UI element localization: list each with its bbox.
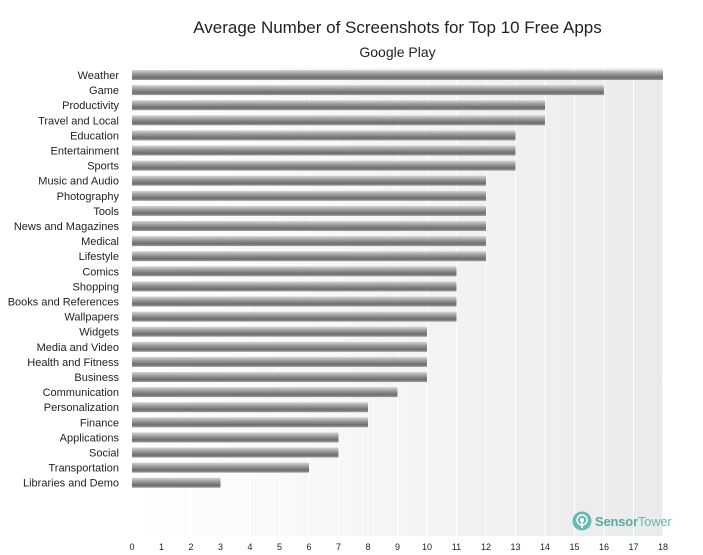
bar (132, 100, 545, 111)
bar (132, 281, 457, 292)
bar (132, 432, 339, 443)
x-tick-label: 12 (481, 542, 491, 552)
bar (132, 387, 398, 398)
x-tick-label: 15 (569, 542, 579, 552)
bar (132, 326, 427, 337)
bars (132, 70, 663, 488)
brand-logo: SensorTower (572, 511, 672, 531)
bar (132, 447, 339, 458)
x-tick-label: 3 (218, 542, 223, 552)
category-label: Media and Video (37, 342, 119, 354)
bar (132, 462, 309, 473)
bar (132, 160, 516, 171)
category-label: Applications (60, 432, 120, 444)
bar (132, 417, 368, 428)
category-label: Finance (80, 417, 119, 429)
chart-subtitle: Google Play (359, 44, 436, 60)
bar (132, 175, 486, 186)
x-tick-label: 4 (247, 542, 252, 552)
bar (132, 205, 486, 216)
x-tick-label: 7 (336, 542, 341, 552)
category-label: Transportation (48, 463, 119, 475)
bar (132, 372, 427, 382)
x-tick-label: 16 (599, 542, 609, 552)
x-tick-label: 13 (510, 542, 520, 552)
x-tick-label: 10 (422, 542, 432, 552)
category-label: Shopping (73, 281, 120, 293)
bar (132, 221, 486, 231)
x-tick-label: 17 (628, 542, 638, 552)
x-tick-label: 2 (188, 542, 193, 552)
x-tick-label: 6 (306, 542, 311, 552)
category-label: Communication (43, 387, 119, 399)
category-label: Comics (82, 266, 119, 278)
category-label: Health and Fitness (27, 357, 119, 369)
category-label: Social (89, 448, 119, 460)
bar (132, 341, 427, 352)
bar (132, 266, 457, 277)
category-label: Lifestyle (79, 251, 119, 263)
bar (132, 190, 486, 201)
bar (132, 236, 486, 247)
category-label: Game (89, 85, 119, 97)
bar (132, 356, 427, 367)
category-label: Books and References (8, 297, 120, 309)
x-tick-label: 11 (452, 542, 461, 552)
chart-title: Average Number of Screenshots for Top 10… (193, 18, 602, 37)
x-tick-label: 8 (365, 542, 370, 552)
bar (132, 145, 516, 156)
category-label: Widgets (79, 327, 119, 339)
bar (132, 311, 457, 322)
bar (132, 251, 486, 262)
category-label: Wallpapers (64, 312, 119, 324)
x-tick-label: 14 (540, 542, 550, 552)
bar (132, 296, 457, 307)
category-label: News and Magazines (14, 221, 120, 233)
category-label: Productivity (62, 100, 119, 112)
bar (132, 115, 545, 126)
category-label: Libraries and Demo (23, 478, 119, 490)
category-label: Entertainment (51, 146, 119, 158)
category-label: Weather (78, 70, 120, 82)
category-labels: Weather Game Productivity Travel and Local E… (8, 70, 120, 490)
category-label: Tools (93, 206, 119, 218)
x-tick-label: 1 (159, 542, 164, 552)
x-tick-label: 9 (395, 542, 400, 552)
category-label: Business (74, 372, 119, 384)
sensor-tower-logo-icon (572, 511, 592, 531)
x-tick-label: 5 (277, 542, 282, 552)
category-label: Education (70, 130, 119, 142)
brand-name: SensorTower (595, 513, 672, 529)
category-label: Music and Audio (38, 176, 119, 188)
x-axis-ticks: 0 1 2 3 4 5 6 7 8 9 10 11 12 13 14 15 16 17 18 (129, 542, 668, 552)
bar (132, 85, 604, 96)
bar (132, 70, 663, 80)
x-tick-label: 18 (658, 542, 668, 552)
category-label: Sports (87, 161, 119, 173)
category-label: Personalization (44, 402, 119, 414)
bar (132, 477, 221, 488)
bar (132, 402, 368, 413)
x-tick-label: 0 (129, 542, 134, 552)
category-label: Medical (81, 236, 119, 248)
category-label: Travel and Local (38, 115, 119, 127)
category-label: Photography (57, 191, 120, 203)
bar (132, 130, 516, 141)
